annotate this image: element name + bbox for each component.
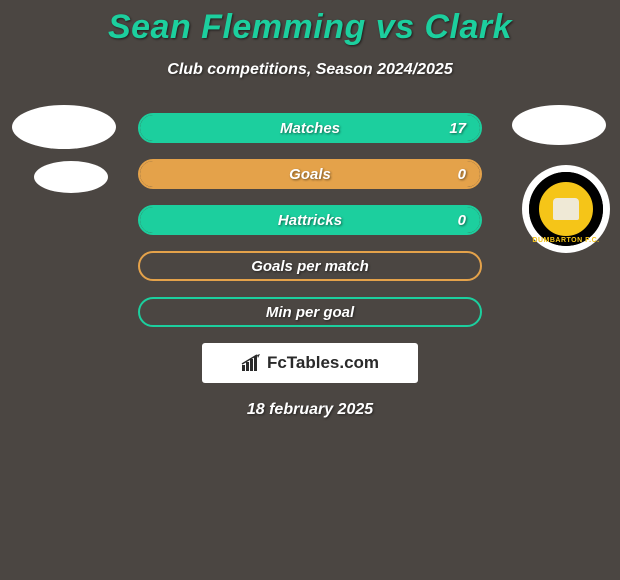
page-subtitle: Club competitions, Season 2024/2025: [0, 61, 620, 79]
stat-bar-label: Goals: [289, 166, 331, 183]
player-right-badge-1: [512, 105, 606, 145]
brand-box: FcTables.com: [202, 343, 418, 383]
stat-bar: Min per goal: [138, 297, 482, 327]
player-left-badge-2: [34, 161, 108, 193]
stat-bars: Matches 17 Goals 0 Hattricks 0 Goals per match…: [138, 113, 482, 327]
club-badge-center: [544, 187, 588, 231]
stat-bar: Goals per match: [138, 251, 482, 281]
comparison-panel: DUMBARTON F.C. Matches 17 Goals 0 Hattricks 0…: [0, 113, 620, 419]
stat-bar-value: 0: [458, 166, 466, 183]
page-title: Sean Flemming vs Clark: [0, 0, 620, 47]
player-left-badge-1: [12, 105, 116, 149]
brand-text: FcTables.com: [267, 353, 379, 373]
stat-bar-label: Goals per match: [251, 258, 369, 275]
club-badge-inner: DUMBARTON F.C.: [529, 172, 603, 246]
stat-bar-label: Matches: [280, 120, 340, 137]
stat-bar-label: Hattricks: [278, 212, 342, 229]
elephant-icon: [553, 198, 579, 220]
club-badge-right: DUMBARTON F.C.: [522, 165, 610, 253]
footer-date: 18 february 2025: [0, 401, 620, 419]
stat-bar-value: 17: [449, 120, 466, 137]
stat-bar-value: 0: [458, 212, 466, 229]
stat-bar: Hattricks 0: [138, 205, 482, 235]
club-badge-text: DUMBARTON F.C.: [529, 237, 603, 244]
bar-chart-icon: [241, 354, 263, 372]
stat-bar: Goals 0: [138, 159, 482, 189]
stat-bar: Matches 17: [138, 113, 482, 143]
stat-bar-label: Min per goal: [266, 304, 354, 321]
